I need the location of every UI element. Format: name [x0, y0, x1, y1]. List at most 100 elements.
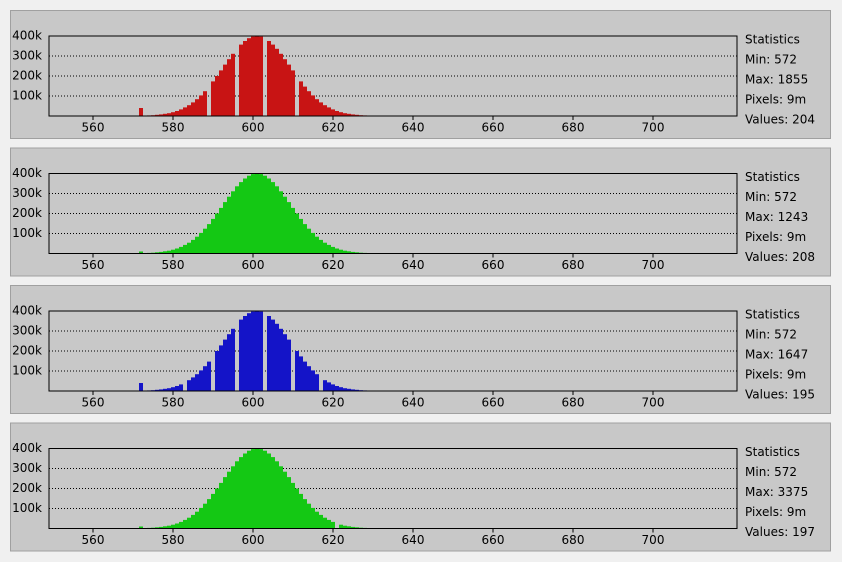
bar: [251, 36, 255, 116]
bar: [327, 382, 331, 391]
bar: [251, 311, 255, 391]
bar: [351, 114, 355, 116]
bar: [299, 493, 303, 529]
bar: [303, 224, 307, 254]
x-tick-label: 620: [322, 258, 345, 272]
bar: [355, 527, 359, 529]
bar: [247, 38, 251, 117]
bar: [179, 521, 183, 529]
y-tick-label: 200k: [12, 481, 42, 495]
plot-border: [48, 173, 738, 254]
panel-background: [10, 147, 831, 277]
bar: [243, 178, 247, 254]
bar: [287, 339, 291, 391]
bar: [299, 218, 303, 254]
bar: [323, 242, 327, 254]
bar: [331, 109, 335, 116]
bar: [167, 525, 171, 529]
bar: [263, 175, 267, 254]
bar: [223, 202, 227, 254]
x-tick-label: 640: [402, 121, 425, 135]
stats-line: Max: 1855: [745, 73, 808, 87]
bar: [307, 228, 311, 254]
bar: [215, 213, 219, 254]
bar: [355, 252, 359, 254]
bar: [279, 191, 283, 254]
bar: [259, 174, 263, 254]
bar: [191, 377, 195, 391]
bar: [227, 334, 231, 391]
bar: [219, 482, 223, 529]
bar: [315, 236, 319, 254]
bar: [223, 64, 227, 116]
bar: [187, 242, 191, 254]
bar: [187, 517, 191, 529]
bar: [195, 374, 199, 391]
bar: [203, 503, 207, 529]
bar: [243, 41, 247, 116]
bar: [183, 519, 187, 529]
bar: [179, 246, 183, 254]
y-tick-label: 200k: [12, 344, 42, 358]
bar: [307, 503, 311, 529]
bar: [231, 53, 235, 116]
stats-title: Statistics: [745, 33, 800, 47]
bar: [203, 366, 207, 391]
bar: [207, 224, 211, 254]
y-tick-label: 200k: [12, 206, 42, 220]
bar: [175, 386, 179, 391]
bar: [239, 457, 243, 529]
bar: [315, 99, 319, 116]
bar: [175, 111, 179, 116]
bar: [183, 107, 187, 116]
bar: [335, 248, 339, 254]
bar: [355, 114, 359, 116]
bar: [227, 59, 231, 116]
bar: [339, 112, 343, 116]
stats-line: Pixels: 9m: [745, 230, 806, 244]
bar: [199, 95, 203, 116]
x-tick-label: 620: [322, 121, 345, 135]
stats-line: Min: 572: [745, 53, 797, 67]
bar: [159, 389, 163, 391]
bar: [299, 356, 303, 391]
stats-line: Values: 195: [745, 388, 815, 402]
bar: [203, 228, 207, 254]
bar: [159, 251, 163, 254]
y-tick-label: 300k: [12, 186, 42, 200]
bar: [339, 249, 343, 254]
bar: [275, 323, 279, 391]
bar: [255, 36, 259, 116]
bar: [295, 351, 299, 391]
bar: [335, 111, 339, 116]
bar: [347, 251, 351, 254]
x-tick-label: 680: [562, 258, 585, 272]
bar: [235, 186, 239, 254]
stats-line: Pixels: 9m: [745, 368, 806, 382]
x-tick-label: 560: [82, 121, 105, 135]
bar: [339, 387, 343, 391]
bar: [315, 374, 319, 391]
bar: [311, 95, 315, 116]
bar: [259, 36, 263, 116]
bar: [167, 250, 171, 254]
bar: [327, 244, 331, 254]
bar: [159, 114, 163, 116]
bar: [211, 493, 215, 529]
stats-line: Values: 204: [745, 113, 815, 127]
bar: [331, 521, 335, 529]
bar: [255, 448, 259, 529]
bar: [247, 450, 251, 529]
bar: [351, 526, 355, 529]
stats-line: Min: 572: [745, 328, 797, 342]
bar: [255, 173, 259, 254]
x-tick-label: 600: [242, 258, 265, 272]
x-tick-label: 700: [642, 121, 665, 135]
bar: [251, 449, 255, 529]
bar: [323, 105, 327, 116]
y-tick-label: 300k: [12, 49, 42, 63]
bar: [179, 109, 183, 116]
stats-line: Max: 3375: [745, 485, 808, 499]
bar: [283, 334, 287, 391]
x-tick-label: 680: [562, 533, 585, 547]
